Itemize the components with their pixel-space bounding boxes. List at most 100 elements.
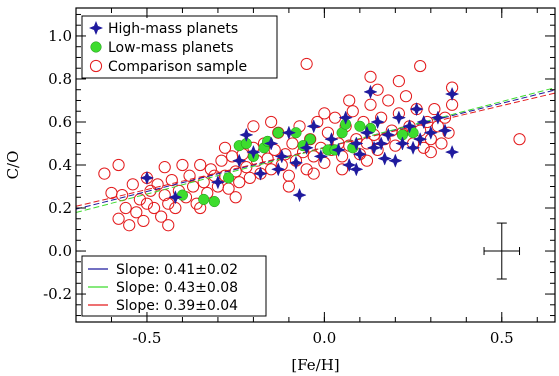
fit-line: [75, 92, 556, 207]
high-mass-point: [412, 132, 428, 147]
comparison-point: [360, 154, 374, 167]
y-tick-label: 0.2: [48, 199, 72, 217]
high-mass-point: [430, 110, 446, 125]
legend-marker-high-mass: [88, 20, 104, 36]
comparison-point: [204, 163, 217, 176]
comparison-point: [389, 139, 402, 152]
high-mass-point: [306, 119, 321, 134]
high-mass-point: [381, 127, 396, 143]
error-bar: [483, 222, 521, 280]
comparison-point: [304, 133, 317, 146]
comparison-point: [307, 167, 320, 180]
comparison-point: [112, 158, 125, 172]
x-axis-title: [Fe/H]: [291, 356, 339, 374]
x-tick-label: -0.5: [132, 329, 161, 347]
comparison-point: [442, 126, 455, 139]
comparison-point: [371, 83, 384, 96]
legend-top-label: Comparison sample: [108, 59, 247, 75]
comparison-point: [155, 210, 168, 223]
legend-top-label: Low-mass planets: [108, 40, 234, 56]
comparison-point: [282, 180, 295, 193]
comparison-point: [282, 169, 295, 182]
comparison-point: [98, 167, 111, 180]
comparison-point: [364, 70, 377, 83]
low-mass-point: [198, 193, 210, 205]
high-mass-point: [281, 125, 297, 140]
comparison-point: [243, 171, 256, 185]
comparison-point: [215, 154, 228, 167]
high-mass-point: [313, 149, 329, 164]
comparison-point: [229, 165, 242, 178]
legend-bottom: [81, 255, 267, 317]
high-mass-point: [363, 84, 378, 100]
legend-top-label: High-mass planets: [108, 21, 238, 37]
y-tick-label: 0.0: [48, 242, 72, 260]
comparison-point: [147, 201, 161, 215]
high-mass-point: [409, 101, 424, 117]
high-mass-point: [395, 136, 410, 151]
high-mass-point: [288, 155, 304, 171]
y-tick-label: 0.6: [48, 113, 72, 131]
comparison-point: [286, 137, 299, 150]
comparison-point: [364, 98, 377, 111]
axis-ticks: [75, 8, 555, 322]
legend-marker-comparison: [89, 59, 103, 73]
comparison-point: [194, 158, 207, 172]
comparison-point: [140, 197, 154, 210]
low-mass-point: [354, 120, 366, 132]
comparison-point: [414, 59, 427, 73]
y-tick-label: 0.8: [48, 70, 72, 88]
legend-top: [81, 15, 278, 79]
comparison-point: [165, 173, 178, 187]
comparison-point: [123, 219, 136, 232]
high-mass-point: [246, 144, 261, 160]
high-mass-point: [423, 125, 439, 140]
comparison-point: [233, 176, 246, 189]
high-mass-point: [299, 140, 314, 155]
high-mass-point: [271, 162, 286, 177]
comparison-point: [158, 161, 171, 174]
comparison-point: [336, 163, 349, 176]
comparison-point: [186, 180, 200, 193]
high-mass-point: [388, 153, 403, 168]
high-mass-point: [402, 119, 417, 134]
high-mass-points: [139, 84, 460, 205]
comparison-point: [346, 105, 359, 118]
comparison-point: [318, 107, 331, 120]
comparison-sample-points: [98, 57, 526, 232]
high-mass-point: [349, 162, 364, 177]
comparison-point: [176, 158, 189, 172]
y-tick-label: -0.2: [43, 285, 72, 303]
high-mass-point: [444, 86, 460, 102]
high-mass-point: [274, 149, 289, 164]
comparison-point: [300, 57, 313, 71]
comparison-point: [300, 163, 313, 176]
high-mass-point: [239, 127, 254, 143]
low-mass-point: [176, 189, 188, 201]
comparison-point: [261, 152, 274, 165]
high-mass-point: [331, 142, 346, 158]
comparison-point: [513, 133, 526, 146]
high-mass-point: [324, 132, 339, 147]
legend-top-entries: High-mass planets Low-mass planets Compari…: [88, 20, 247, 75]
x-tick-label: 0.0: [312, 329, 336, 347]
high-mass-point: [366, 140, 382, 155]
comparison-point: [218, 141, 232, 154]
y-tick-label: 1.0: [48, 27, 72, 45]
high-mass-point: [444, 144, 460, 160]
high-mass-point: [373, 136, 389, 151]
comparison-point: [162, 197, 175, 210]
high-mass-point: [416, 114, 431, 130]
high-mass-point: [370, 114, 385, 130]
comparison-point: [144, 184, 157, 197]
comparison-point: [229, 191, 242, 204]
legend-bottom-label: Slope: 0.43±0.08: [116, 280, 238, 296]
comparison-point: [126, 178, 139, 191]
high-mass-point: [405, 140, 421, 155]
high-mass-point: [359, 125, 375, 140]
high-mass-point: [232, 153, 247, 168]
comparison-point: [247, 120, 260, 133]
y-axis-title: C/O: [4, 151, 22, 180]
comparison-point: [399, 90, 413, 103]
legend-bottom-label: Slope: 0.39±0.04: [116, 298, 238, 314]
